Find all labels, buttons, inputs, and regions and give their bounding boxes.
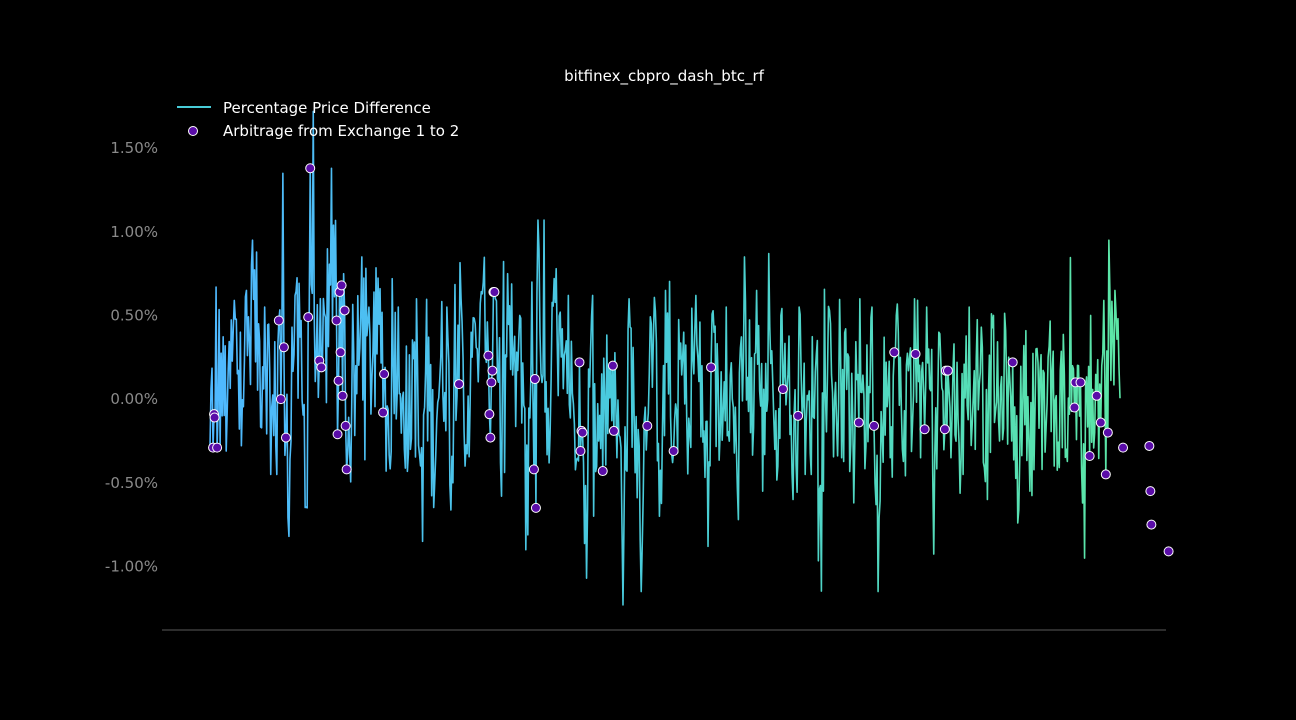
arbitrage-point [333, 375, 344, 386]
arbitrage-point [278, 342, 289, 353]
arbitrage-point [485, 432, 496, 443]
arbitrage-point [1145, 486, 1156, 497]
legend-label-price-difference: Percentage Price Difference [223, 99, 431, 117]
arbitrage-point [316, 362, 327, 373]
arbitrage-point [919, 424, 930, 435]
y-tick-label: 0.50% [110, 306, 158, 324]
y-tick-label: -1.00% [105, 557, 158, 575]
arbitrage-point [574, 357, 585, 368]
arbitrage-point [209, 412, 220, 423]
arbitrage-point [335, 347, 346, 358]
legend: Percentage Price Difference Arbitrage fr… [177, 99, 459, 140]
arbitrage-point [273, 315, 284, 326]
chart-title: bitfinex_cbpro_dash_btc_rf [564, 67, 765, 86]
arbitrage-point [939, 424, 950, 435]
arbitrage-point [528, 464, 539, 475]
arbitrage-point [668, 445, 679, 456]
arbitrage-markers [208, 163, 1174, 557]
y-axis-ticks: -1.00% -0.50% 0.00% 0.50% 1.00% 1.50% [105, 139, 158, 575]
arbitrage-point [1146, 519, 1157, 530]
arbitrage-point [642, 420, 653, 431]
arbitrage-point [305, 163, 316, 174]
arbitrage-point [575, 445, 586, 456]
arbitrage-point [1091, 390, 1102, 401]
arbitrage-point [489, 287, 500, 298]
arbitrage-point [1144, 440, 1155, 451]
arbitrage-point [303, 312, 314, 323]
arbitrage-point [379, 369, 390, 380]
arbitrage-point [607, 360, 618, 371]
y-tick-label: 1.00% [110, 223, 158, 241]
arbitrage-point [1163, 546, 1174, 557]
arbitrage-point [1075, 377, 1086, 388]
arbitrage-point [577, 427, 588, 438]
y-tick-label: -0.50% [105, 474, 158, 492]
arbitrage-point [597, 466, 608, 477]
arbitrage-point [869, 420, 880, 431]
arbitrage-point [1118, 442, 1129, 453]
arbitrage-point [483, 350, 494, 361]
arbitrage-point [1069, 402, 1080, 413]
arbitrage-point [1100, 469, 1111, 480]
arbitrage-point [486, 377, 497, 388]
arbitrage-point [280, 432, 291, 443]
legend-label-arbitrage: Arbitrage from Exchange 1 to 2 [223, 122, 459, 140]
arbitrage-point [529, 374, 540, 385]
arbitrage-point [793, 410, 804, 421]
arbitrage-point [530, 502, 541, 513]
arbitrage-point [336, 280, 347, 291]
arbitrage-point [1095, 417, 1106, 428]
arbitrage-point [777, 384, 788, 395]
arbitrage-point [853, 417, 864, 428]
legend-marker-swatch [188, 126, 198, 136]
arbitrage-point [339, 305, 350, 316]
arbitrage-point [378, 407, 389, 418]
arbitrage-point [337, 390, 348, 401]
arbitrage-point [487, 365, 498, 376]
arbitrage-point [484, 409, 495, 420]
arbitrage-point [942, 365, 953, 376]
arbitrage-point [341, 464, 352, 475]
arbitrage-point [332, 429, 343, 440]
arbitrage-point [340, 420, 351, 431]
arbitrage-point [608, 425, 619, 436]
arbitrage-point [1084, 451, 1095, 462]
y-tick-label: 1.50% [110, 139, 158, 157]
arbitrage-point [889, 347, 900, 358]
arbitrage-point [454, 379, 465, 390]
arbitrage-point [1007, 357, 1018, 368]
arbitrage-point [275, 394, 286, 405]
arbitrage-point [1102, 427, 1113, 438]
arbitrage-point [212, 442, 223, 453]
y-tick-label: 0.00% [110, 390, 158, 408]
arbitrage-point [910, 348, 921, 359]
arbitrage-point [331, 315, 342, 326]
arbitrage-point [706, 362, 717, 373]
percentage-price-difference-line [209, 110, 1121, 606]
